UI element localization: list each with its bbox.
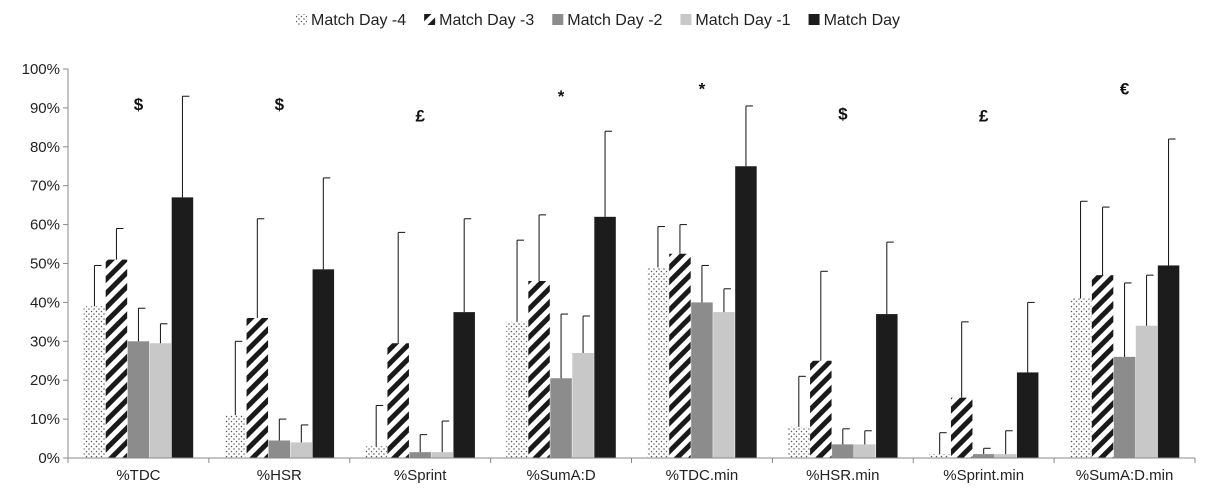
legend-label: Match Day -4 [311,12,406,29]
bar [1016,372,1039,458]
error-bars [93,95,1176,455]
bar [1069,298,1092,458]
x-tick-label: %HSR [257,467,302,484]
bar [312,269,335,458]
bar [594,216,616,458]
bar [528,281,550,458]
significance-marker: £ [415,107,425,126]
bar [83,306,106,458]
bar [105,259,128,458]
significance-marker: $ [134,95,144,114]
bar [854,444,876,458]
significance-marker: £ [979,107,989,126]
bars [83,166,1180,458]
significance-annotations: $ $ £ * * $ £ € [134,79,1130,125]
bar [127,341,150,458]
x-tick-label: %SumA:D [526,467,595,484]
bar [149,343,172,458]
bar [431,452,453,458]
legend-label: Match Day -1 [695,12,790,29]
y-tick-label: 60% [30,217,60,234]
legend-swatch [296,14,307,25]
bar [224,415,247,458]
x-tick-label: %Sprint.min [943,467,1024,484]
bar [268,440,291,458]
bar [713,312,735,458]
bar [453,312,475,458]
y-tick-label: 80% [30,139,60,156]
y-tick-label: 0% [38,450,60,467]
bar [246,317,269,458]
bar [950,397,973,458]
bar [1135,325,1158,458]
bar [365,446,387,458]
legend-swatch [552,14,564,25]
bar [788,426,810,458]
legend-label: Match Day [824,12,900,29]
bar [832,444,854,458]
legend-swatch [424,14,436,25]
bar [1091,275,1114,458]
legend-label: Match Day -3 [439,12,534,29]
bar [691,302,713,458]
x-tick-label: %SumA:D.min [1076,467,1174,484]
y-axis: 0% 10% 20% 30% 40% 50% 60% 70% 80% 90% 100% [22,61,69,467]
y-tick-label: 70% [30,178,60,195]
bar [290,442,313,458]
x-axis: %TDC %HSR %Sprint %SumA:D %TDC.min %HSR.min %S… [67,457,1196,484]
bar [810,360,832,458]
bar [972,454,995,458]
legend-label: Match Day -2 [567,12,662,29]
x-tick-label: %TDC.min [666,467,739,484]
x-tick-label: %Sprint [394,467,447,484]
y-tick-label: 50% [30,256,60,273]
bar [669,253,691,458]
bar [1157,265,1180,458]
x-tick-label: %TDC [116,467,160,484]
legend: Match Day -4 Match Day -3 Match Day -2 Matc… [296,12,900,29]
significance-marker: $ [275,95,285,114]
bar [572,352,594,458]
x-tick-label: %HSR.min [806,467,879,484]
bar [387,343,409,458]
bar [928,454,951,458]
y-tick-label: 10% [30,411,60,428]
significance-marker: * [558,87,565,106]
bar [647,267,669,458]
significance-marker: $ [838,105,848,124]
bar [1113,356,1136,458]
bar [171,197,194,458]
y-tick-label: 30% [30,333,60,350]
y-tick-label: 40% [30,294,60,311]
y-tick-label: 100% [22,61,60,78]
significance-marker: € [1120,79,1130,98]
legend-swatch [680,14,692,25]
bar [409,452,431,458]
y-tick-label: 20% [30,372,60,389]
legend-swatch [808,14,820,25]
bar [735,166,757,458]
bar [994,454,1017,458]
bar [506,321,528,458]
y-tick-label: 90% [30,100,60,117]
significance-marker: * [699,79,706,98]
bar [550,378,572,458]
bar [876,314,898,458]
